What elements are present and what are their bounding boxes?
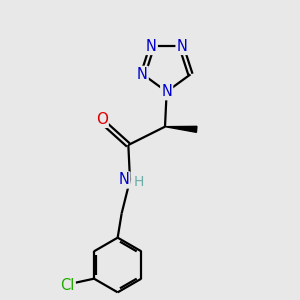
Polygon shape bbox=[165, 126, 197, 132]
Text: Cl: Cl bbox=[60, 278, 74, 293]
Text: N: N bbox=[118, 172, 129, 188]
Text: N: N bbox=[146, 39, 157, 54]
Text: N: N bbox=[161, 84, 172, 99]
Text: N: N bbox=[137, 67, 148, 82]
Text: O: O bbox=[96, 112, 108, 127]
Text: N: N bbox=[177, 39, 188, 54]
Text: H: H bbox=[134, 175, 144, 189]
